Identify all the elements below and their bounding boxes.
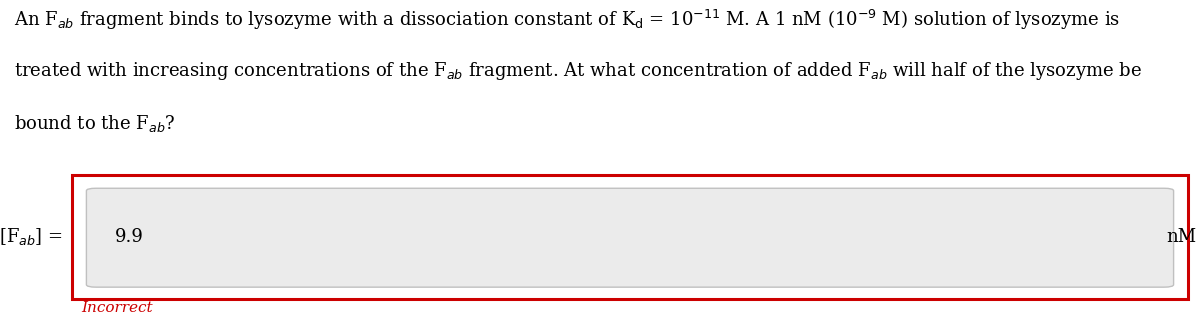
Text: bound to the F$_{ab}$?: bound to the F$_{ab}$? [14,113,176,134]
FancyBboxPatch shape [86,188,1174,287]
Text: 9.9: 9.9 [115,228,144,246]
Text: An F$_{ab}$ fragment binds to lysozyme with a dissociation constant of K$_\mathr: An F$_{ab}$ fragment binds to lysozyme w… [14,8,1121,32]
Text: treated with increasing concentrations of the F$_{ab}$ fragment. At what concent: treated with increasing concentrations o… [14,60,1142,82]
Text: [F$_{ab}$] =: [F$_{ab}$] = [0,226,62,247]
Text: nM: nM [1166,228,1196,246]
Text: Incorrect: Incorrect [82,301,154,315]
Bar [72,175,1188,299]
